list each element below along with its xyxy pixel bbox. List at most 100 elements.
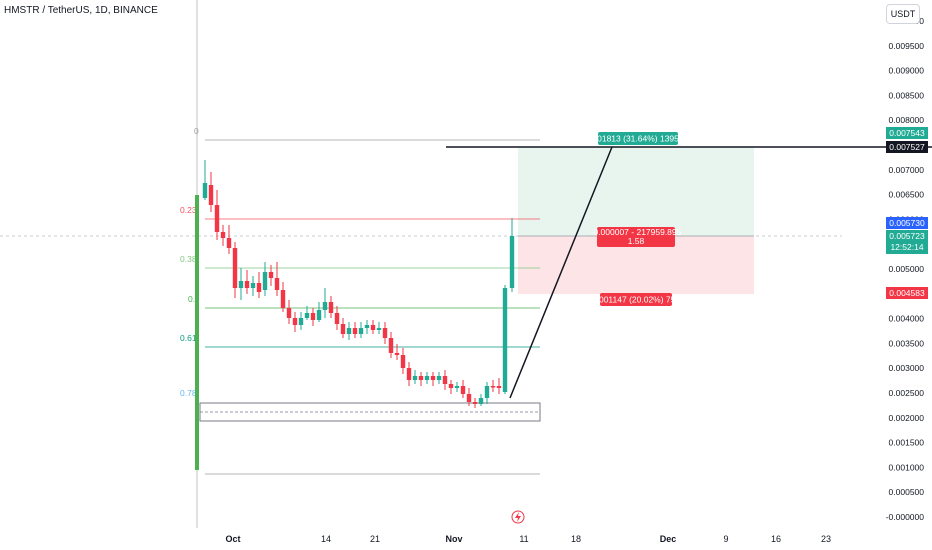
candle-body	[358, 328, 364, 334]
candle-body	[478, 398, 484, 404]
time-axis-label: 18	[571, 534, 581, 544]
time-axis-label: 23	[821, 534, 831, 544]
candle-body	[400, 355, 406, 368]
candle-body	[328, 302, 334, 313]
left-profile-bar	[195, 195, 199, 470]
fib-label-023: 0.23	[180, 205, 197, 215]
candle-body	[424, 376, 430, 380]
center-label-line1: -0.000007 - 217959.895	[591, 227, 682, 237]
candle-body	[340, 324, 346, 334]
profit-zone[interactable]	[518, 147, 754, 236]
fib-retracement[interactable]	[205, 139, 540, 475]
fib-label-061: 0.61	[180, 333, 197, 343]
candle-body	[268, 272, 274, 278]
candle-body	[484, 386, 490, 398]
time-axis-label: 9	[723, 534, 728, 544]
candle-body	[238, 281, 244, 288]
fib-label-078: 0.78	[180, 388, 197, 398]
candle-body	[274, 278, 280, 290]
candle-body	[280, 290, 286, 308]
price-axis-label: 0.004000	[889, 314, 925, 324]
candle-body	[298, 318, 304, 325]
price-tag-box	[886, 127, 928, 139]
price-axis-label: 0.003000	[889, 363, 925, 373]
candle-body	[430, 376, 436, 380]
price-axis-label: 0.001000	[889, 462, 925, 472]
time-axis-label: Oct	[225, 534, 240, 544]
time-axis[interactable]: Oct 14 21 Nov 11 18 Dec 9 16 23	[225, 534, 831, 544]
candle-body	[334, 313, 340, 324]
candle-body	[448, 384, 454, 388]
lightning-icon[interactable]	[511, 510, 525, 524]
candle-body	[394, 353, 400, 355]
stop-label-box	[600, 293, 672, 306]
candles	[202, 160, 515, 408]
symbol-title[interactable]: HMSTR / TetherUS, 1D, BINANCE	[4, 5, 158, 16]
fib-label-038: 0.38	[180, 254, 197, 264]
time-axis-label: 14	[321, 534, 331, 544]
candle-body	[436, 376, 442, 380]
price-axis-label: 0.005000	[889, 264, 925, 274]
trend-line[interactable]	[509, 146, 613, 399]
candle-body	[220, 232, 226, 238]
candle-body	[208, 185, 214, 205]
price-axis-label: 0.003500	[889, 338, 925, 348]
candle-body	[370, 325, 376, 330]
candle-body	[406, 368, 412, 380]
fib-label-0: 0	[194, 126, 199, 136]
time-axis-label: 16	[771, 534, 781, 544]
candle-body	[442, 376, 448, 384]
candle-body	[382, 328, 388, 338]
candle-body	[292, 318, 298, 325]
candle-body	[310, 313, 316, 320]
candle-body	[262, 272, 268, 290]
candle-body	[496, 386, 502, 388]
price-tag-box	[886, 141, 928, 153]
price-axis-label: 0.000500	[889, 487, 925, 497]
price-tag-stop: 0.004583	[889, 288, 925, 298]
price-axis-label: 0.008500	[889, 90, 925, 100]
time-axis-label: 21	[370, 534, 380, 544]
candle-body	[250, 283, 256, 288]
currency-button[interactable]: USDT	[886, 4, 920, 24]
price-axis-label: 0.001500	[889, 438, 925, 448]
candle-body	[412, 376, 418, 380]
price-axis-label: 0.008000	[889, 115, 925, 125]
candle-body	[502, 288, 508, 392]
time-axis-label: Nov	[445, 534, 462, 544]
price-axis-label: -0.000000	[886, 512, 925, 522]
price-axis-label: 0.002000	[889, 413, 925, 423]
candle-body	[322, 302, 328, 310]
candle-body	[226, 238, 232, 248]
candle-body	[214, 205, 220, 232]
price-axis-label: 0.009500	[889, 41, 925, 51]
price-tag-line: 0.007527	[889, 142, 925, 152]
target-label-box	[598, 132, 678, 145]
center-label-line2: 1.58	[628, 236, 645, 246]
candle-body	[232, 248, 238, 288]
candle-body	[490, 386, 496, 388]
candle-body	[418, 376, 424, 380]
price-axis-label: 0.007000	[889, 165, 925, 175]
price-scale[interactable]	[842, 0, 932, 528]
candle-body	[202, 183, 208, 198]
price-tag-box	[886, 287, 928, 299]
candle-body	[244, 281, 250, 288]
candle-body	[316, 310, 322, 320]
price-tag-box	[886, 217, 928, 229]
candle-body	[304, 313, 310, 318]
time-axis-label: 11	[519, 534, 528, 544]
candle-body	[388, 338, 394, 353]
target-label: 0.001813 (31.64%) 1395.16	[585, 134, 691, 144]
candle-body	[509, 236, 515, 288]
candle-body	[466, 394, 472, 402]
price-tag-box	[886, 230, 928, 254]
candle-body	[364, 325, 370, 328]
candle-body	[460, 386, 466, 394]
price-tag-target: 0.007543	[889, 128, 925, 138]
price-axis-label: 0.009000	[889, 66, 925, 76]
price-axis-label: 0.002500	[889, 388, 925, 398]
candle-body	[352, 328, 358, 334]
price-tags: 0.007543 0.007527 0.005730 0.005723 12:5…	[886, 127, 928, 299]
